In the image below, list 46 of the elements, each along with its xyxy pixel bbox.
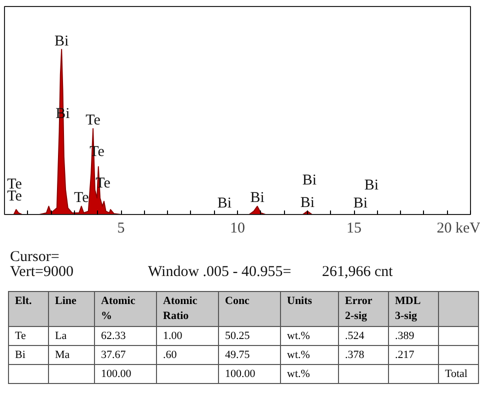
- text: .389: [388, 326, 438, 346]
- text: Conc: [218, 292, 280, 326]
- text: 100.00: [218, 364, 280, 384]
- x-tick-label: 10: [230, 220, 245, 236]
- text: Bi: [8, 346, 48, 364]
- annotation: Bi: [364, 178, 379, 194]
- annotation: Bi: [217, 196, 232, 212]
- text: 261,966 cnt: [322, 263, 393, 282]
- text: Ma: [48, 346, 94, 364]
- x-tick-label: 15: [346, 220, 362, 236]
- text: Units: [280, 292, 338, 326]
- text: Te: [8, 326, 48, 346]
- text: 100.00: [94, 364, 156, 384]
- text: .217: [388, 346, 438, 364]
- text: wt.%: [280, 326, 338, 346]
- text: wt.%: [280, 346, 338, 364]
- text: Window .005 - 40.955=: [148, 263, 292, 282]
- annotation: Bi: [54, 33, 69, 50]
- annotation: Te: [7, 188, 22, 205]
- annotation: Bi: [250, 190, 264, 206]
- text: .60: [156, 346, 218, 364]
- text: 37.67: [94, 346, 156, 364]
- annotation: Bi: [300, 195, 314, 212]
- text: MDL 3-sig: [388, 292, 438, 326]
- text: Vert=9000: [10, 263, 74, 282]
- annotation: Bi: [353, 196, 368, 212]
- text: .524: [338, 326, 388, 346]
- annotation: Te: [86, 112, 101, 129]
- annotation: Te: [74, 190, 90, 206]
- annotation: Bi: [302, 172, 317, 188]
- x-tick-label: 5: [117, 220, 125, 236]
- text: 50.25: [218, 326, 280, 346]
- text: Atomic %: [94, 292, 156, 326]
- x-tick-label: 20 keV: [436, 220, 480, 236]
- text: Cursor=: [10, 248, 60, 266]
- text: Atomic Ratio: [156, 292, 218, 326]
- text: wt.%: [280, 364, 338, 384]
- text: La: [48, 326, 94, 346]
- text: 49.75: [218, 346, 280, 364]
- text: Line: [48, 292, 94, 326]
- text: .378: [338, 346, 388, 364]
- text: 62.33: [94, 326, 156, 346]
- text: 1.00: [156, 326, 218, 346]
- text: Total: [438, 364, 478, 384]
- text: Error 2-sig: [338, 292, 388, 326]
- text: Elt.: [8, 292, 48, 326]
